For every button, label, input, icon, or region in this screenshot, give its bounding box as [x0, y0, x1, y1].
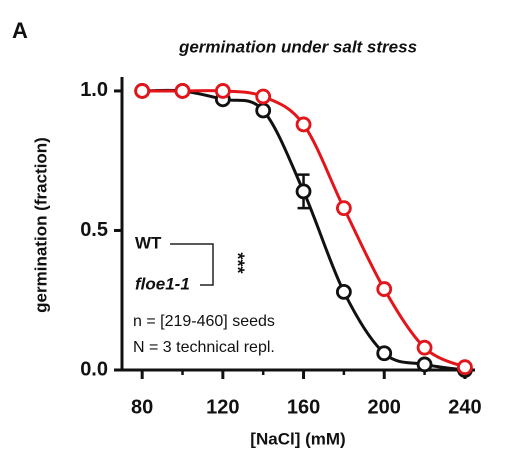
data-point: [335, 200, 352, 217]
data-point: [416, 356, 433, 373]
data-point: [255, 88, 272, 105]
data-point: [457, 359, 473, 376]
data-point: [255, 102, 272, 119]
x-axis-label: [NaCl] (mM): [250, 429, 345, 448]
annotation: n = [219-460] seeds: [133, 313, 275, 330]
data-point: [214, 83, 231, 99]
x-tick-label: 160: [287, 396, 320, 418]
y-tick-label: 0.0: [80, 358, 108, 380]
chart-title: germination under salt stress: [178, 37, 417, 56]
series-line: [142, 89, 466, 369]
annotation: N = 3 technical repl.: [133, 339, 275, 356]
legend-label: floe1-1: [135, 274, 190, 293]
x-tick-label: 80: [131, 396, 153, 418]
legend-label: WT: [135, 233, 162, 252]
data-point: [416, 339, 433, 356]
data-point: [174, 83, 191, 99]
significance: ***: [227, 252, 247, 273]
x-tick-label: 120: [206, 396, 239, 418]
data-point: [295, 116, 312, 133]
data-point: [335, 283, 352, 300]
y-tick-label: 1.0: [80, 79, 108, 101]
y-tick-label: 0.5: [80, 219, 108, 241]
x-tick-label: 240: [448, 396, 481, 418]
data-point: [134, 83, 151, 99]
panel-label: A: [12, 18, 28, 43]
data-point: [295, 183, 312, 200]
data-point: [376, 345, 393, 362]
data-point: [376, 281, 393, 297]
x-tick-label: 200: [368, 396, 401, 418]
legend-bracket: [170, 243, 214, 286]
y-axis-label: germination (fraction): [31, 137, 50, 313]
